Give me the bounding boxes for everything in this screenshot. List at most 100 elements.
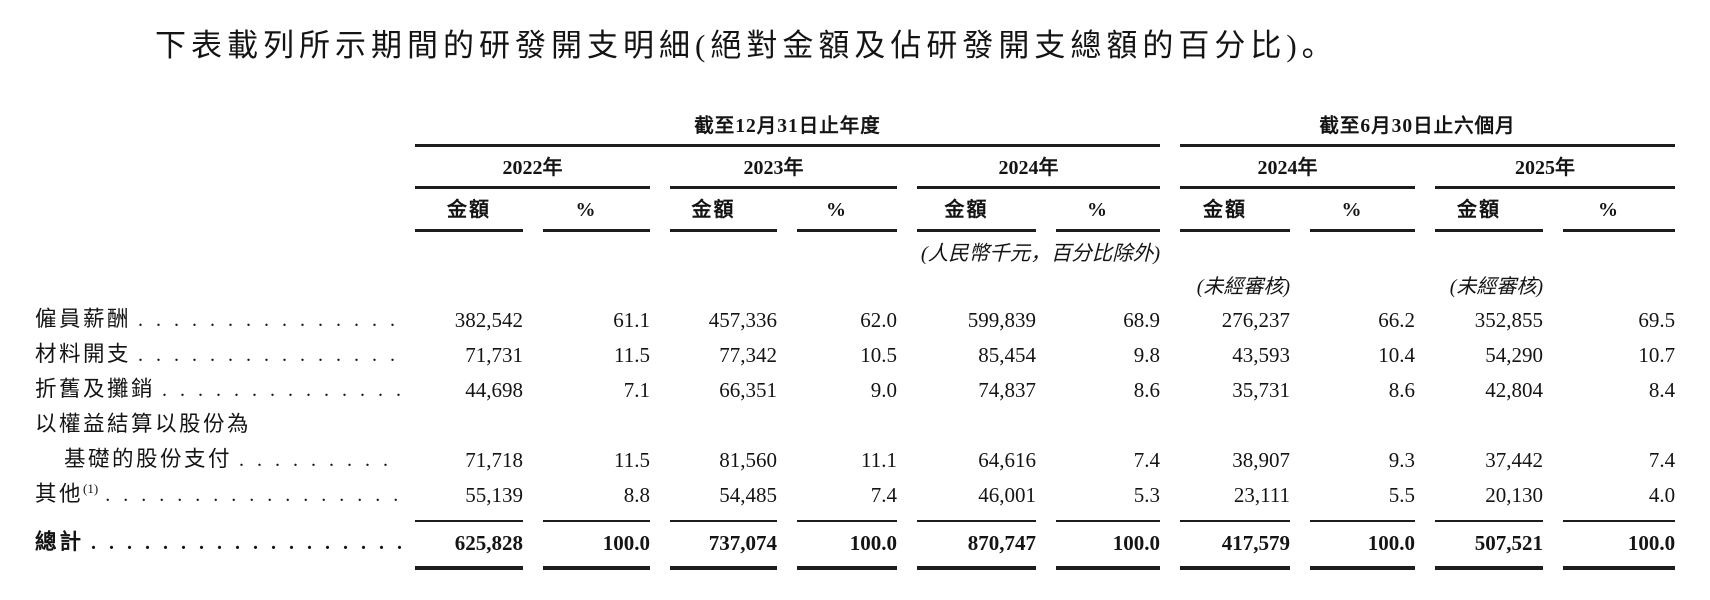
- year-header-2022: 2022年: [502, 157, 563, 180]
- pct-header: %: [1598, 199, 1621, 222]
- double-rule: [1563, 566, 1676, 571]
- table-row-depreciation-amortisation: 折舊及攤銷 44,698 7.1 66,351 9.0 74,837 8.6 3…: [35, 372, 1675, 407]
- cell-value: 9.8: [1133, 343, 1161, 368]
- column-header-row: 金額 % 金額 % 金額 % 金額 % 金額 %: [35, 193, 1675, 228]
- amount-header: 金額: [1457, 199, 1502, 222]
- cell-value: 62.0: [860, 308, 897, 333]
- cell-value: 42,804: [1485, 378, 1544, 403]
- cell-value: 9.3: [1388, 448, 1416, 473]
- row-label: 僱員薪酬: [35, 307, 132, 332]
- cell-value: 11.1: [861, 448, 897, 473]
- cell-value: 61.1: [613, 308, 650, 333]
- cell-value: 38,907: [1232, 448, 1291, 473]
- unaudited-note: (未經審核): [1449, 276, 1544, 299]
- total-top-rule: [543, 520, 650, 523]
- cell-value: 8.8: [623, 483, 650, 508]
- cell-value: 77,342: [719, 343, 777, 368]
- dot-leader: [98, 484, 401, 507]
- cell-value: 81,560: [719, 448, 777, 473]
- total-label: 總計: [35, 530, 85, 555]
- year-header-2024-interim: 2024年: [1257, 157, 1318, 180]
- column-rule: [917, 229, 1036, 233]
- total-value: 737,074: [708, 531, 777, 556]
- year-rule: [415, 186, 650, 190]
- dot-leader: [232, 449, 401, 472]
- total-top-rule: [1435, 520, 1544, 523]
- dot-leader: [131, 344, 401, 367]
- table-row-materials: 材料開支 71,731 11.5 77,342 10.5 85,454 9.8 …: [35, 337, 1675, 372]
- cell-value: 55,139: [465, 483, 523, 508]
- column-rule: [1310, 229, 1416, 233]
- cell-value: 5.5: [1388, 483, 1416, 508]
- footnote-marker: (1): [83, 481, 99, 497]
- total-top-rule: [1310, 520, 1416, 523]
- total-value: 100.0: [602, 531, 650, 556]
- pct-header: %: [575, 199, 598, 222]
- column-rule: [543, 229, 650, 233]
- cell-value: 352,855: [1474, 308, 1544, 333]
- cell-value: 457,336: [708, 308, 777, 333]
- year-header-2025-interim: 2025年: [1515, 157, 1576, 180]
- total-value: 100.0: [1367, 531, 1416, 556]
- period-group-row: 截至12月31日止年度 截至6月30日止六個月: [35, 109, 1675, 143]
- double-rule: [917, 566, 1036, 571]
- row-label: 基礎的股份支付: [64, 447, 233, 472]
- dot-leader: [131, 309, 401, 332]
- total-top-rule: [917, 520, 1036, 523]
- cell-value: 66,351: [719, 378, 777, 403]
- page-title: 下表載列所示期間的研發開支明細(絕對金額及佔研發開支總額的百分比)。: [155, 28, 1338, 63]
- closing-double-rule-row: [35, 560, 1676, 571]
- unit-note-row: (人民幣千元，百分比除外): [35, 236, 1675, 270]
- column-rule: [1563, 229, 1676, 233]
- year-rule: [1435, 186, 1676, 190]
- unaudited-note: (未經審核): [1196, 276, 1291, 299]
- pct-header: %: [1087, 199, 1110, 222]
- column-rule: [1435, 229, 1544, 233]
- dot-leader: [84, 532, 401, 555]
- column-rule-row: [35, 228, 1676, 236]
- cell-value: 64,616: [978, 448, 1036, 473]
- double-rule: [1056, 566, 1161, 571]
- cell-value: 276,237: [1221, 308, 1291, 333]
- column-rule: [415, 229, 523, 233]
- double-rule: [1180, 566, 1291, 571]
- cell-value: 8.4: [1648, 378, 1676, 403]
- total-value: 100.0: [1627, 531, 1676, 556]
- pct-header: %: [1341, 199, 1364, 222]
- cell-value: 37,442: [1485, 448, 1544, 473]
- cell-value: 8.6: [1388, 378, 1416, 403]
- cell-value: 85,454: [978, 343, 1036, 368]
- table-row-others: 其他(1) 55,139 8.8 54,485 7.4 46,001 5.3 2…: [35, 477, 1675, 512]
- unit-note: (人民幣千元，百分比除外): [920, 243, 1161, 266]
- total-value: 100.0: [849, 531, 897, 556]
- cell-value: 35,731: [1232, 378, 1291, 403]
- column-rule: [1180, 229, 1291, 233]
- cell-value: 7.4: [1648, 448, 1676, 473]
- table-row-share-based-payments-line1: 以權益結算以股份為: [35, 407, 1675, 442]
- amount-header: 金額: [1203, 199, 1248, 222]
- cell-value: 10.7: [1638, 343, 1676, 368]
- cell-value: 43,593: [1232, 343, 1291, 368]
- group-rule-annual: [415, 144, 1161, 148]
- total-top-rule: [1056, 520, 1161, 523]
- cell-value: 382,542: [454, 308, 523, 333]
- cell-value: 11.5: [614, 343, 650, 368]
- dot-leader: [155, 379, 401, 402]
- total-top-rule: [1180, 520, 1291, 523]
- table-row-total: 總計 625,828 100.0 737,074 100.0 870,747 1…: [35, 522, 1675, 560]
- row-label: 折舊及攤銷: [35, 377, 156, 402]
- cell-value: 5.3: [1133, 483, 1161, 508]
- row-label: 以權益結算以股份為: [35, 412, 252, 437]
- total-top-rule: [415, 520, 523, 523]
- col-group-annual-label: 截至12月31日止年度: [694, 116, 881, 138]
- pct-header: %: [826, 199, 848, 222]
- total-top-rule: [670, 520, 777, 523]
- cell-value: 23,111: [1233, 483, 1291, 508]
- cell-value: 44,698: [465, 378, 523, 403]
- cell-value: 9.0: [870, 378, 897, 403]
- cell-value: 11.5: [614, 448, 650, 473]
- amount-header: 金額: [691, 199, 736, 222]
- amount-header: 金額: [944, 199, 989, 222]
- cell-value: 4.0: [1648, 483, 1676, 508]
